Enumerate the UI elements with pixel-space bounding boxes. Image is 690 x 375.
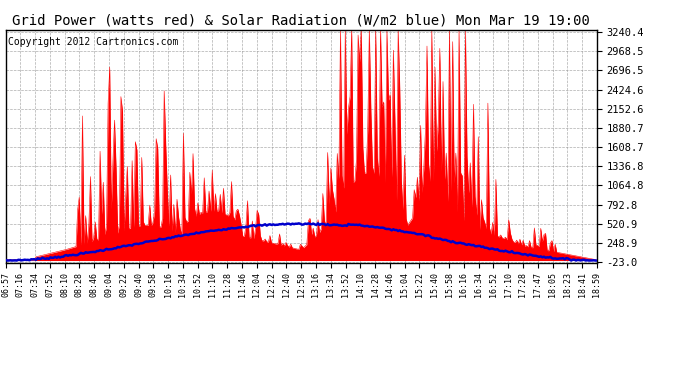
Text: Copyright 2012 Cartronics.com: Copyright 2012 Cartronics.com: [8, 37, 179, 47]
Title: Grid Power (watts red) & Solar Radiation (W/m2 blue) Mon Mar 19 19:00: Grid Power (watts red) & Solar Radiation…: [12, 13, 590, 27]
